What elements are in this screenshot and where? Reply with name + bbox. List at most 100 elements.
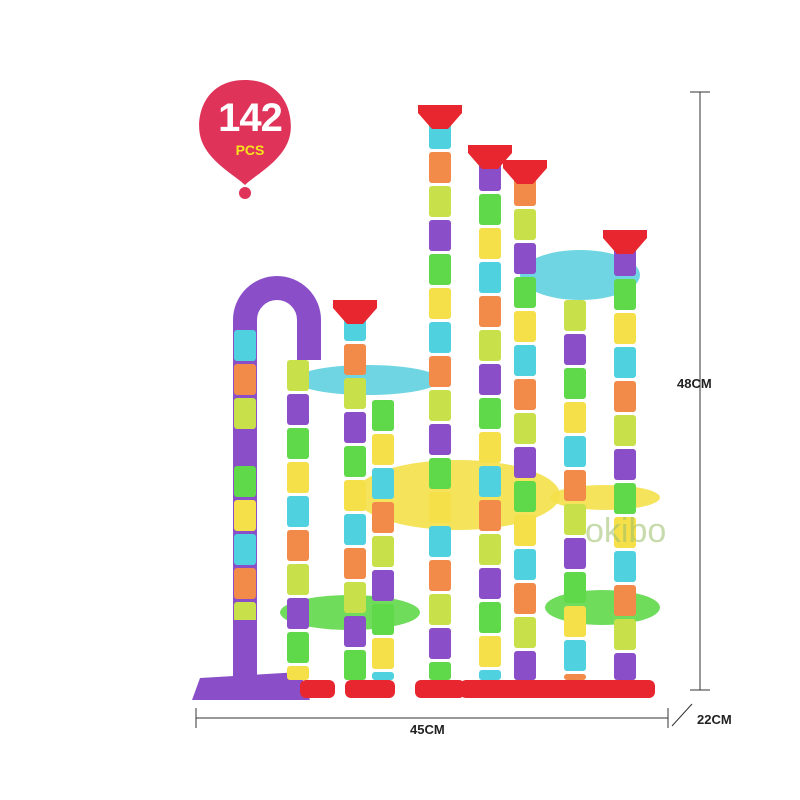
tube-segment	[372, 604, 394, 635]
tube-segment	[514, 651, 536, 680]
tube-segment	[514, 447, 536, 478]
tube-segment	[429, 526, 451, 557]
tube-segment	[564, 538, 586, 569]
tube-segment	[287, 530, 309, 561]
tube-segment	[429, 186, 451, 217]
tube-segment	[564, 504, 586, 535]
red-base	[545, 680, 615, 698]
tube-segment	[234, 330, 256, 361]
funnel-top	[503, 160, 547, 184]
arch-tube	[233, 276, 321, 640]
tube-segment	[614, 279, 636, 310]
track-platform	[520, 250, 640, 300]
tube-segment	[479, 296, 501, 327]
tube-segment	[287, 564, 309, 595]
badge-dot	[239, 187, 251, 199]
tube-segment	[344, 412, 366, 443]
purple-base	[192, 672, 310, 700]
tube-segment	[614, 381, 636, 412]
tube-segment	[372, 638, 394, 669]
tube-segment	[614, 551, 636, 582]
tube-segment	[372, 570, 394, 601]
width-label: 45CM	[410, 722, 445, 737]
tube-segment	[234, 466, 256, 497]
depth-dimension-line	[671, 703, 693, 727]
tube-segment	[429, 390, 451, 421]
tube-segment	[287, 462, 309, 493]
red-base	[345, 680, 395, 698]
badge-pin	[199, 80, 291, 185]
tube-segment	[514, 583, 536, 614]
tube-segment	[614, 653, 636, 680]
tube-segment	[429, 594, 451, 625]
tube-segment	[514, 277, 536, 308]
funnel-top	[333, 300, 377, 324]
tube-segment	[344, 378, 366, 409]
tube-segment	[429, 628, 451, 659]
tube-segment	[429, 492, 451, 523]
red-base	[415, 680, 465, 698]
tube-segment	[287, 666, 309, 680]
tube-segment	[372, 468, 394, 499]
tube-segment	[429, 288, 451, 319]
tube-segment	[429, 254, 451, 285]
tube-segment	[234, 364, 256, 395]
tube-segment	[479, 194, 501, 225]
tube-segment	[372, 502, 394, 533]
tube-segment	[429, 458, 451, 489]
tube-segment	[514, 311, 536, 342]
tube-segment	[514, 379, 536, 410]
tube-segment	[372, 672, 394, 680]
tube-segment	[344, 514, 366, 545]
track-platform	[355, 460, 560, 530]
tube-segment	[614, 585, 636, 616]
arch-foot	[233, 620, 257, 680]
red-base	[600, 680, 655, 698]
tube-segment	[429, 356, 451, 387]
tube-segment	[479, 500, 501, 531]
tube-segment	[514, 481, 536, 512]
tube-segment	[479, 466, 501, 497]
tube-segment	[344, 446, 366, 477]
tube-segment	[234, 500, 256, 531]
tube-segment	[429, 220, 451, 251]
red-base	[300, 680, 335, 698]
tube-segment	[479, 364, 501, 395]
tube-segment	[479, 602, 501, 633]
tube-segment	[479, 228, 501, 259]
tube-segment	[614, 517, 636, 548]
funnel-top	[603, 230, 647, 254]
track-platform	[545, 590, 660, 625]
tube-segment	[479, 432, 501, 463]
tube-segment	[564, 674, 586, 680]
tube-segment	[564, 640, 586, 671]
tube-segment	[514, 515, 536, 546]
tube-segment	[372, 400, 394, 431]
track-platform	[295, 365, 440, 395]
tube-segment	[614, 619, 636, 650]
tube-segment	[344, 616, 366, 647]
tube-segment	[344, 344, 366, 375]
tube-segment	[514, 549, 536, 580]
tube-segment	[564, 470, 586, 501]
tube-segment	[344, 650, 366, 680]
tube-segment	[514, 617, 536, 648]
tube-segment	[564, 300, 586, 331]
tube-segment	[344, 480, 366, 511]
tube-segment	[564, 334, 586, 365]
tube-segment	[564, 436, 586, 467]
depth-label: 22CM	[697, 712, 732, 727]
tube-segment	[614, 483, 636, 514]
tube-segment	[479, 636, 501, 667]
tube-segment	[479, 568, 501, 599]
tube-segment	[234, 398, 256, 429]
tube-segment	[287, 496, 309, 527]
tube-segment	[564, 572, 586, 603]
funnel-top	[468, 145, 512, 169]
tube-segment	[287, 598, 309, 629]
tube-segment	[479, 534, 501, 565]
tube-segment	[614, 313, 636, 344]
tube-segment	[514, 209, 536, 240]
